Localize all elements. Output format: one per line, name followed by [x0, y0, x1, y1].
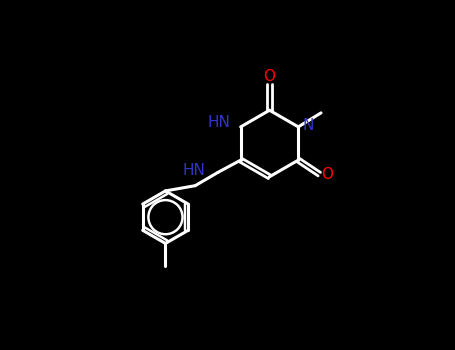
Text: HN: HN: [207, 115, 230, 130]
Text: HN: HN: [183, 163, 206, 178]
Text: N: N: [303, 118, 314, 133]
Text: O: O: [263, 69, 275, 84]
Text: O: O: [321, 167, 333, 182]
